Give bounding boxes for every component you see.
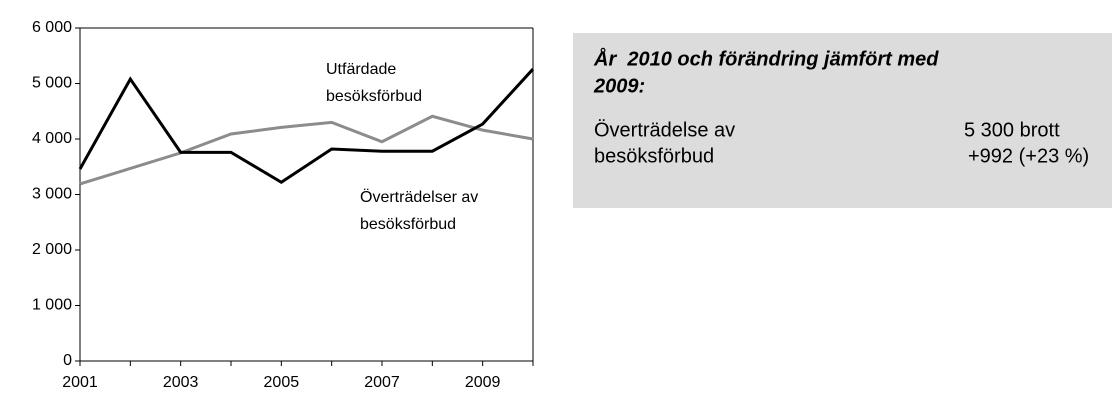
line-series: [78, 68, 535, 185]
y-tick-label: 6 000: [32, 19, 72, 36]
annotation: Utfärdade: [326, 61, 396, 78]
y-tick-label: 0: [63, 352, 72, 369]
line-series: [79, 114, 534, 186]
y-tick-label: 5 000: [32, 75, 72, 92]
info-label: besöksförbud: [594, 145, 714, 167]
info-title: 2009:: [593, 75, 645, 97]
x-tick-label: 2003: [163, 374, 199, 391]
info-value: 5 300 brott: [964, 119, 1060, 141]
annotation: besöksförbud: [326, 88, 422, 105]
y-tick-label: 4 000: [32, 130, 72, 147]
info-box: [573, 33, 1112, 208]
info-title: År 2010 och förändring jämfört med: [593, 46, 939, 70]
info-value: +992 (+23 %): [968, 145, 1089, 167]
info-label: Överträdelse av: [594, 119, 735, 141]
y-tick-label: 3 000: [32, 186, 72, 203]
x-tick-label: 2005: [264, 374, 300, 391]
x-tick-label: 2009: [465, 374, 501, 391]
annotation: besöksförbud: [360, 216, 456, 233]
x-tick-label: 2007: [364, 374, 400, 391]
annotation: Överträdelser av: [360, 188, 478, 206]
y-tick-label: 1 000: [32, 297, 72, 314]
x-tick-label: 2001: [62, 374, 98, 391]
y-tick-label: 2 000: [32, 241, 72, 258]
